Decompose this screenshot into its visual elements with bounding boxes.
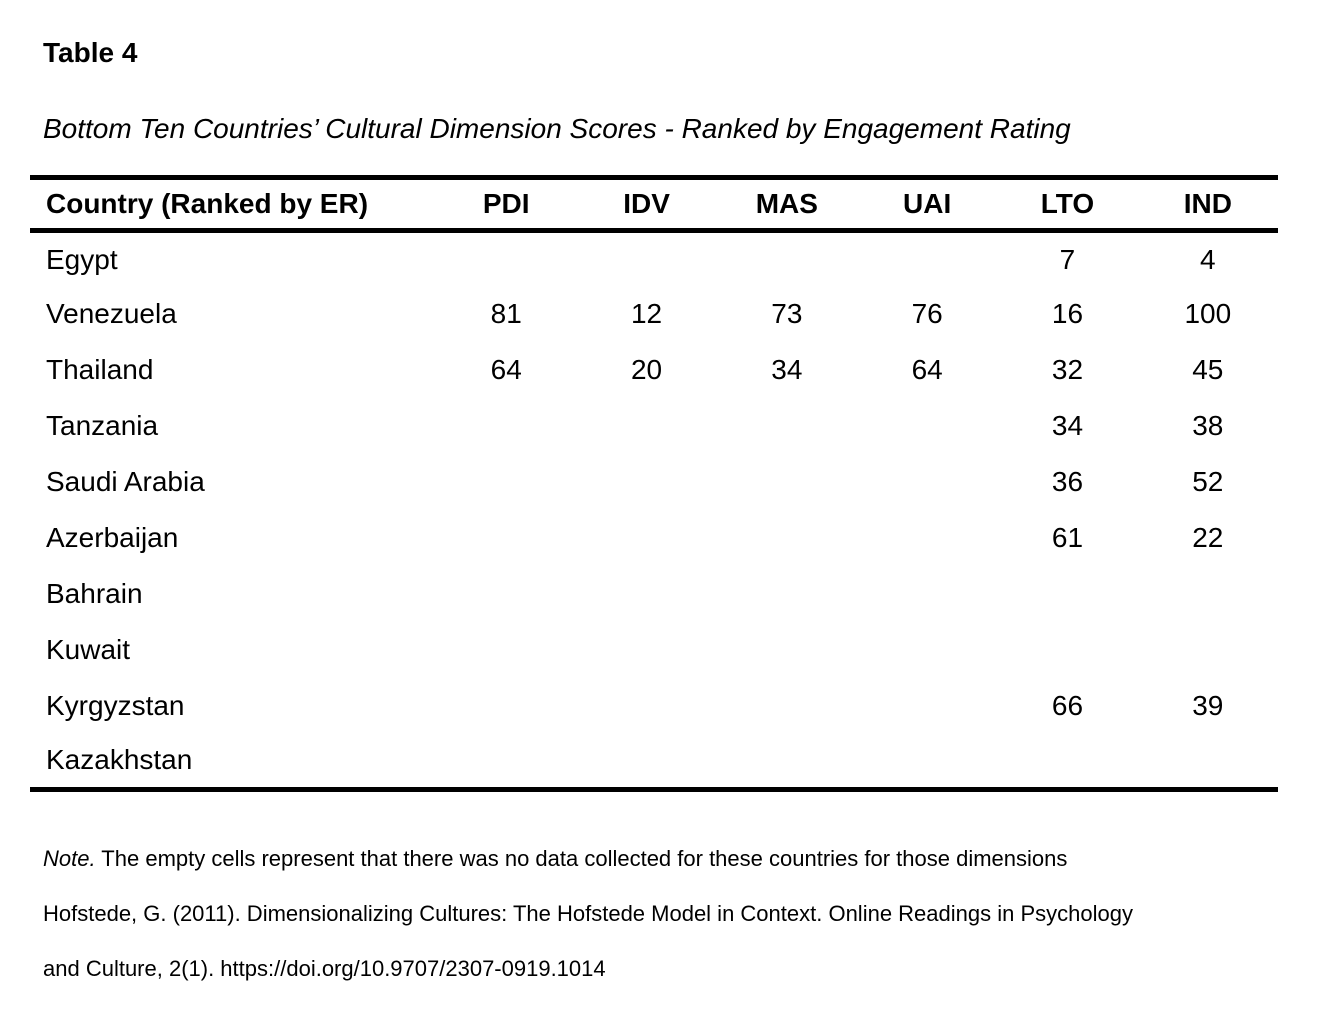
table-cell xyxy=(717,510,857,566)
table-row: Kuwait xyxy=(30,622,1278,678)
table-cell xyxy=(436,454,576,510)
country-cell: Tanzania xyxy=(46,410,159,442)
table-cell: 39 xyxy=(1192,689,1224,721)
table-cell: 34 xyxy=(1051,410,1084,442)
col-header-lto: LTO xyxy=(1040,188,1095,219)
col-header-pdi: PDI xyxy=(482,188,530,219)
table-cell xyxy=(436,398,576,454)
table-cell xyxy=(1138,734,1278,790)
reference-line-1: Hofstede, G. (2011). Dimensionalizing Cu… xyxy=(43,901,1133,926)
table-cell xyxy=(857,231,997,287)
table-cell xyxy=(576,678,716,734)
table-cell xyxy=(1138,622,1278,678)
table-title: Bottom Ten Countries’ Cultural Dimension… xyxy=(43,113,1071,144)
table-cell: 4 xyxy=(1200,243,1216,275)
table-cell xyxy=(576,231,716,287)
table-header-row: Country (Ranked by ER) PDI IDV MAS UAI L… xyxy=(30,178,1278,231)
table-cell xyxy=(857,734,997,790)
country-cell: Egypt xyxy=(46,243,118,275)
note-text: The empty cells represent that there was… xyxy=(95,846,1068,871)
table-cell: 7 xyxy=(1059,243,1076,275)
table-cell: 64 xyxy=(490,354,522,386)
table-note: Note. The empty cells represent that the… xyxy=(43,846,1067,872)
table-cell xyxy=(1138,566,1278,622)
country-cell: Thailand xyxy=(46,354,154,386)
table-cell: 76 xyxy=(911,298,943,330)
table-row: Tanzania 34 38 xyxy=(30,398,1278,454)
table-cell: 100 xyxy=(1184,298,1232,330)
table-cell xyxy=(717,622,857,678)
table-cell xyxy=(576,398,716,454)
table-cell xyxy=(997,734,1137,790)
table-cell xyxy=(436,510,576,566)
table-cell xyxy=(436,622,576,678)
table-cell xyxy=(576,622,716,678)
table-cell: 12 xyxy=(630,298,663,330)
country-cell: Bahrain xyxy=(46,577,143,609)
table-cell: 81 xyxy=(490,298,522,330)
table-cell: 32 xyxy=(1051,354,1084,386)
table-cell xyxy=(436,734,576,790)
reference-line-2: and Culture, 2(1). https://doi.org/10.97… xyxy=(43,956,606,981)
col-header-ind: IND xyxy=(1183,188,1232,219)
table-cell: 20 xyxy=(630,354,663,386)
table-row: Thailand 64 20 34 64 32 45 xyxy=(30,342,1278,398)
table-cell xyxy=(576,454,716,510)
table-number-label: Table 4 xyxy=(43,37,138,68)
col-header-mas: MAS xyxy=(755,188,818,219)
table-cell xyxy=(576,734,716,790)
country-cell: Kuwait xyxy=(46,633,131,665)
table-row: Kyrgyzstan 66 39 xyxy=(30,678,1278,734)
table-cell: 61 xyxy=(1051,521,1084,553)
table-cell: 38 xyxy=(1192,410,1224,442)
table-cell xyxy=(436,566,576,622)
table-cell: 64 xyxy=(911,354,943,386)
table-cell xyxy=(576,566,716,622)
table-row: Azerbaijan 61 22 xyxy=(30,510,1278,566)
table-row: Egypt 7 4 xyxy=(30,231,1278,287)
cultural-dimension-scores-table: Country (Ranked by ER) PDI IDV MAS UAI L… xyxy=(30,175,1278,792)
country-cell: Azerbaijan xyxy=(46,521,179,553)
table-cell: 34 xyxy=(771,354,803,386)
country-cell: Kyrgyzstan xyxy=(46,689,185,721)
table-cell xyxy=(997,622,1137,678)
table-row: Kazakhstan xyxy=(30,734,1278,790)
table-cell xyxy=(857,622,997,678)
col-header-idv: IDV xyxy=(623,188,670,219)
country-cell: Saudi Arabia xyxy=(46,466,205,497)
table-cell xyxy=(717,231,857,287)
table-cell xyxy=(436,231,576,287)
note-label: Note. xyxy=(43,846,96,871)
table-cell: 36 xyxy=(1051,466,1084,497)
table-cell: 66 xyxy=(1051,689,1084,721)
table-row: Saudi Arabia 36 52 xyxy=(30,454,1278,510)
table-cell xyxy=(717,398,857,454)
table-cell: 22 xyxy=(1192,521,1224,553)
country-cell: Venezuela xyxy=(46,298,177,330)
table-cell: 73 xyxy=(771,298,803,330)
col-header-country: Country (Ranked by ER) xyxy=(46,188,369,219)
table-cell xyxy=(717,566,857,622)
table-cell: 16 xyxy=(1051,298,1084,330)
country-cell: Kazakhstan xyxy=(46,744,193,776)
table-cell xyxy=(717,678,857,734)
table-cell: 52 xyxy=(1192,466,1224,497)
table-cell xyxy=(857,454,997,510)
table-cell xyxy=(717,734,857,790)
table-cell: 45 xyxy=(1192,354,1224,386)
table-cell xyxy=(857,566,997,622)
table-row: Bahrain xyxy=(30,566,1278,622)
table-cell xyxy=(436,678,576,734)
table-cell xyxy=(857,398,997,454)
table-cell xyxy=(576,510,716,566)
table-cell xyxy=(857,678,997,734)
col-header-uai: UAI xyxy=(903,188,952,219)
table-row: Venezuela 81 12 73 76 16 100 xyxy=(30,286,1278,342)
table-cell xyxy=(717,454,857,510)
table-cell xyxy=(857,510,997,566)
table-cell xyxy=(997,566,1137,622)
